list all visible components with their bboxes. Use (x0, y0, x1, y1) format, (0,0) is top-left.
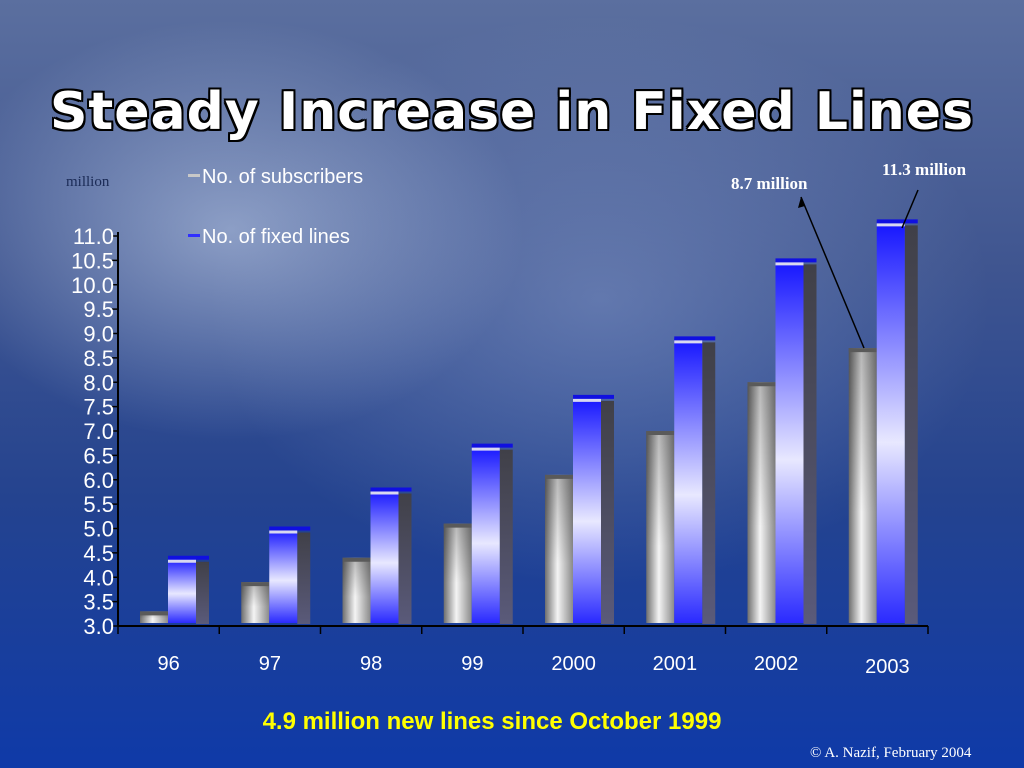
bar-fixed-lines-highlight (876, 223, 905, 227)
bar-fixed-lines-highlight (573, 398, 601, 402)
bar-subscribers-cap (747, 382, 776, 387)
y-tick-label: 10.0 (71, 273, 114, 298)
bar-fixed-lines-side (499, 449, 513, 624)
y-tick-label: 3.0 (83, 614, 114, 639)
x-category-label: 99 (461, 653, 483, 675)
y-axis-unit-label: million (66, 174, 110, 190)
bar-subscribers-cap (646, 431, 675, 435)
bar-fixed-lines (269, 528, 298, 623)
bar-subscribers-shade (646, 431, 675, 623)
bar-subscribers-shade (241, 582, 270, 623)
y-tick-label: 8.0 (83, 370, 114, 395)
callout-leader-line-fixed-lines (901, 189, 919, 229)
bar-fixed-lines (876, 221, 905, 623)
bar-subscribers-cap (443, 523, 472, 528)
bar-subscribers-shade (443, 523, 472, 623)
bar-fixed-lines-cap (876, 219, 918, 224)
bar-fixed-lines-side (601, 400, 614, 624)
bar-fixed-lines (775, 260, 804, 623)
legend-swatch-subscribers (188, 174, 200, 177)
bar-fixed-lines-side (196, 561, 209, 624)
y-tick-label: 7.5 (83, 395, 114, 420)
bar-fixed-lines-side (297, 532, 311, 624)
y-tick-label: 10.5 (71, 248, 114, 273)
bar-subscribers-shade (342, 557, 371, 623)
bar-subscribers-cap (241, 582, 270, 587)
legend-label-fixed-lines: No. of fixed lines (202, 226, 350, 248)
bar-subscribers-cap (140, 611, 168, 616)
x-category-label: 97 (259, 653, 281, 675)
y-tick-label: 3.5 (83, 590, 114, 615)
bar-fixed-lines-cap (168, 555, 209, 560)
bar-subscribers-shade (747, 382, 776, 623)
bar-fixed-lines-highlight (168, 559, 196, 563)
y-tick-label: 9.0 (83, 322, 114, 347)
copyright-credit: © A. Nazif, February 2004 (810, 745, 972, 761)
bar-fixed-lines-side (904, 225, 918, 624)
bar-fixed-lines (674, 338, 703, 623)
x-category-label: 2001 (653, 653, 698, 675)
bar-fixed-lines-highlight (269, 530, 298, 534)
bar-fixed-lines-cap (674, 336, 716, 341)
legend-label-subscribers: No. of subscribers (202, 166, 364, 188)
bar-fixed-lines (573, 396, 601, 623)
x-category-label: 2002 (754, 653, 799, 675)
x-category-label: 98 (360, 653, 382, 675)
callout-leader-line-subscribers (800, 196, 865, 349)
y-tick-label: 9.5 (83, 297, 114, 322)
y-tick-label: 6.5 (83, 443, 114, 468)
bar-subscribers-shade (140, 611, 168, 623)
bar-fixed-lines (471, 445, 500, 623)
y-tick-label: 5.0 (83, 517, 114, 542)
bar-fixed-lines (168, 557, 196, 623)
bar-fixed-lines-highlight (674, 340, 703, 344)
x-category-label: 96 (158, 653, 180, 675)
bar-subscribers-shade (848, 348, 877, 623)
legend-swatch-fixed-lines (188, 234, 200, 237)
bar-fixed-lines-highlight (370, 491, 399, 495)
bar-subscribers-cap (545, 474, 573, 479)
bar-subscribers-cap (342, 557, 371, 562)
y-tick-label: 6.0 (83, 468, 114, 493)
bar-fixed-lines-highlight (775, 262, 804, 266)
callout-fixed-lines-2003: 11.3 million (882, 160, 967, 179)
bar-fixed-lines-cap (471, 443, 513, 448)
callout-subscribers-2003: 8.7 million (731, 174, 808, 193)
y-tick-label: 7.0 (83, 419, 114, 444)
bar-fixed-lines-highlight (471, 447, 500, 451)
footer-note: 4.9 million new lines since October 1999 (262, 708, 722, 735)
bar-fixed-lines-cap (370, 487, 412, 492)
y-tick-label: 11.0 (73, 224, 114, 249)
bar-fixed-lines-cap (775, 258, 817, 263)
legend-item-fixed-lines: No. of fixed lines (188, 226, 350, 249)
callout-arrowhead (798, 197, 805, 208)
bar-subscribers-cap (848, 348, 877, 353)
bar-subscribers-shade (545, 474, 573, 623)
x-category-label: 2000 (551, 653, 596, 675)
legend-item-subscribers: No. of subscribers (188, 166, 363, 189)
y-tick-label: 4.0 (83, 565, 114, 590)
bar-fixed-lines-cap (269, 526, 311, 531)
bar-fixed-lines-side (803, 264, 817, 624)
bar-fixed-lines (370, 489, 399, 623)
bar-fixed-lines-cap (573, 394, 614, 399)
slide-title: Steady Increase in Fixed Lines (49, 82, 975, 142)
bar-fixed-lines-side (398, 493, 412, 624)
y-tick-label: 4.5 (83, 541, 114, 566)
y-tick-label: 5.5 (83, 492, 114, 517)
y-tick-label: 8.5 (83, 346, 114, 371)
bar-fixed-lines-side (702, 342, 716, 624)
x-category-label: 2003 (865, 656, 910, 678)
